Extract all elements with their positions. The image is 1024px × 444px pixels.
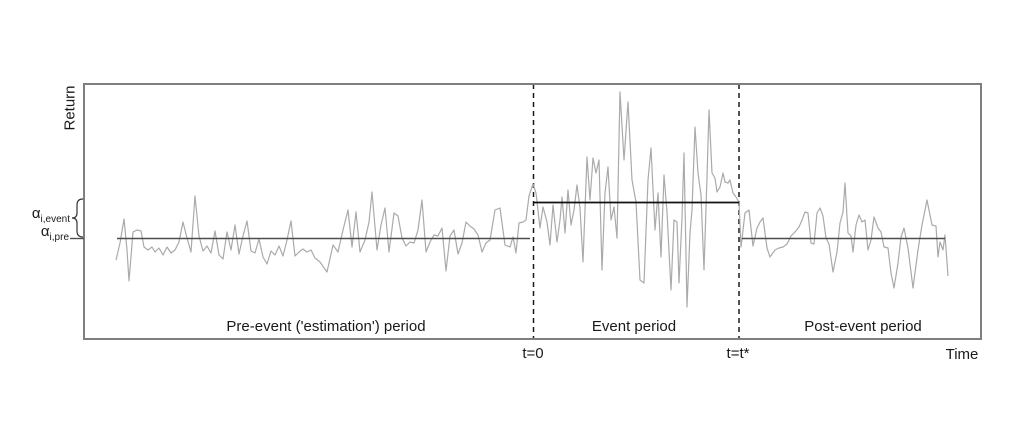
- alpha-event-subscript: i,event: [40, 214, 70, 225]
- event-period-label: Event period: [591, 318, 677, 335]
- plot-frame: [83, 83, 982, 340]
- alpha-pre-subscript: i,pre: [49, 232, 69, 243]
- y-axis-label: Return: [61, 85, 79, 131]
- alpha-pre-annotation: αi,pre: [0, 224, 69, 243]
- alpha-event-brace: [71, 198, 84, 238]
- alpha-event-annotation: αi,event: [0, 206, 70, 225]
- pre-event-period-label: Pre-event ('estimation') period: [226, 318, 426, 335]
- x-axis-label: Time: [945, 346, 979, 363]
- event-end-tick-label: t=t*: [726, 345, 750, 362]
- alpha-pre-symbol: α: [40, 223, 50, 240]
- alpha-event-symbol: α: [31, 205, 41, 222]
- event-start-tick-label: t=0: [522, 345, 544, 362]
- post-event-period-label: Post-event period: [804, 318, 922, 335]
- return-series: [115, 91, 949, 308]
